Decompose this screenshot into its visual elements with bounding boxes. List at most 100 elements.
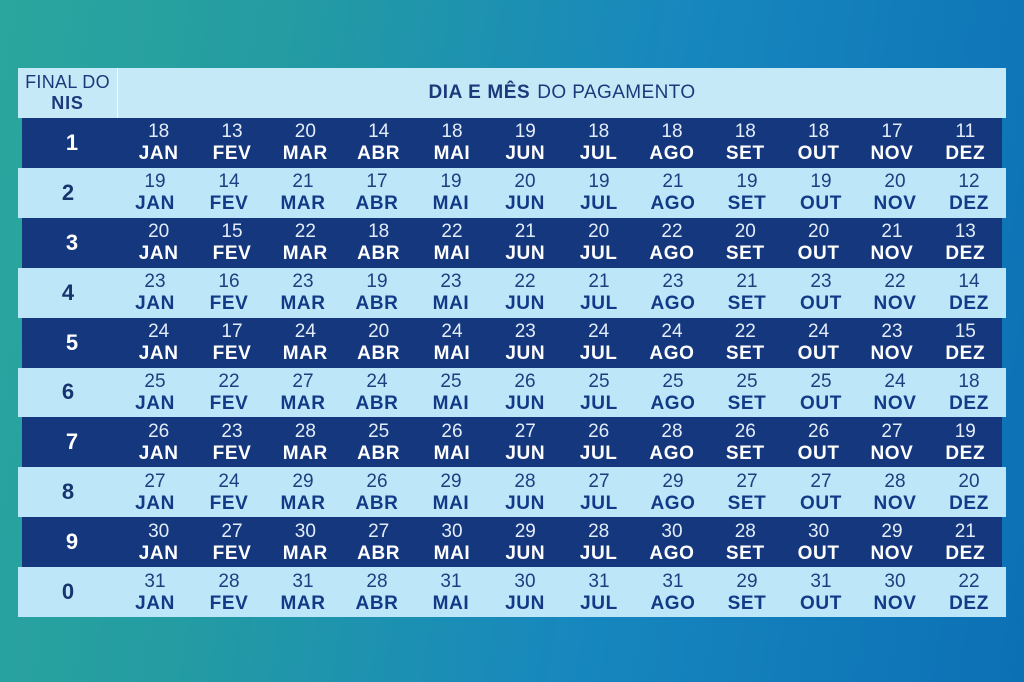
payment-month: MAI — [433, 143, 471, 165]
payment-day: 23 — [662, 271, 684, 293]
nis-final-digit: 5 — [65, 329, 79, 355]
payment-date-cell: 21 JUL — [562, 268, 636, 318]
payment-day: 22 — [958, 570, 980, 592]
payment-date-cell: 24 FEV — [192, 467, 266, 517]
payment-date-cell: 19 JUN — [489, 118, 562, 168]
payment-day: 24 — [661, 321, 683, 343]
payment-day: 23 — [440, 271, 462, 293]
payment-date-cell: 14 ABR — [342, 118, 415, 168]
payment-date-cell: 25 MAI — [414, 368, 488, 418]
payment-date-cell: 13 DEZ — [929, 218, 1002, 268]
payment-day: 28 — [294, 420, 316, 442]
payment-day: 29 — [292, 470, 314, 492]
payment-month: FEV — [209, 293, 249, 315]
payment-day: 18 — [148, 121, 170, 143]
payment-day: 15 — [221, 221, 243, 243]
payment-date-cell: 30 MAR — [269, 517, 342, 567]
payment-month: JAN — [135, 392, 175, 414]
payment-day: 20 — [958, 470, 980, 492]
payment-date-cell: 30 NOV — [858, 567, 932, 617]
payment-month: MAI — [432, 392, 470, 414]
payment-day: 19 — [810, 171, 832, 193]
payment-month: JUL — [579, 243, 618, 265]
payment-date-cell: 18 ABR — [342, 218, 415, 268]
payment-month: SET — [727, 592, 767, 614]
payment-day: 26 — [734, 420, 756, 442]
payment-day: 25 — [810, 370, 832, 392]
payment-month: DEZ — [945, 143, 986, 165]
nis-header-line1: FINAL DO — [25, 72, 110, 92]
payment-month: JAN — [138, 143, 179, 165]
payment-day: 19 — [366, 271, 388, 293]
payment-date-cell: 25 OUT — [784, 368, 858, 418]
payment-day: 19 — [954, 420, 976, 442]
payment-date-cell: 27 JAN — [118, 467, 192, 517]
payment-month: JUL — [580, 193, 618, 215]
payment-date-cell: 22 MAI — [415, 218, 488, 268]
payment-day: 19 — [144, 171, 166, 193]
payment-day: 24 — [884, 370, 906, 392]
payment-day: 21 — [588, 271, 610, 293]
payment-day: 19 — [514, 121, 536, 143]
payment-day: 14 — [218, 171, 240, 193]
payment-day: 21 — [954, 520, 976, 542]
payment-day: 28 — [661, 420, 683, 442]
payment-day: 20 — [734, 221, 756, 243]
payment-date-cell: 24 MAR — [269, 318, 342, 368]
payment-day: 20 — [368, 321, 390, 343]
nis-final-digit: 6 — [61, 379, 75, 405]
payment-month: AGO — [650, 392, 696, 414]
payment-date-cell: 29 NOV — [855, 517, 928, 567]
payment-day: 27 — [368, 520, 390, 542]
payment-day: 12 — [958, 171, 980, 193]
payment-day: 25 — [662, 370, 684, 392]
payment-date-cell: 20 SET — [709, 218, 782, 268]
payment-date-cell: 23 MAR — [266, 268, 340, 318]
payment-date-cell: 15 FEV — [195, 218, 268, 268]
payment-date-cell: 22 SET — [709, 318, 782, 368]
payment-day: 26 — [514, 370, 536, 392]
payment-month: ABR — [357, 542, 401, 564]
payment-day: 22 — [294, 221, 316, 243]
payment-month: OUT — [800, 193, 842, 215]
table-row: 9 30 JAN 27 FEV 30 MAR 27 ABR 30 MAI 29 JUN 28 JUL 30 AG… — [18, 517, 1006, 568]
payment-day: 22 — [218, 370, 240, 392]
payment-date-cell: 25 SET — [710, 368, 784, 418]
payment-month: DEZ — [949, 592, 989, 614]
payment-date-cell: 22 NOV — [858, 268, 932, 318]
payment-day: 28 — [366, 570, 388, 592]
payment-date-cell: 28 SET — [709, 517, 782, 567]
payment-month: MAI — [432, 293, 470, 315]
payment-month: AGO — [650, 293, 696, 315]
payment-month: FEV — [209, 592, 249, 614]
payment-month: DEZ — [945, 243, 986, 265]
payment-month: NOV — [870, 442, 914, 464]
payment-day: 27 — [292, 370, 314, 392]
payment-day: 24 — [148, 321, 170, 343]
payment-date-cell: 18 MAI — [415, 118, 488, 168]
table-title-regular: DO PAGAMENTO — [537, 82, 696, 103]
payment-day: 28 — [588, 520, 610, 542]
payment-month: JUL — [580, 492, 618, 514]
payment-month: JUL — [579, 442, 618, 464]
payment-day: 20 — [148, 221, 170, 243]
payment-date-cell: 29 AGO — [636, 467, 710, 517]
payment-date-cell: 27 JUL — [562, 467, 636, 517]
payment-date-cell: 25 JAN — [118, 368, 192, 418]
payment-month: OUT — [800, 492, 842, 514]
payment-month: SET — [725, 542, 765, 564]
payment-month: OUT — [800, 592, 842, 614]
payment-month: JAN — [135, 592, 175, 614]
table-row: 3 20 JAN 15 FEV 22 MAR 18 ABR 22 MAI 21 JUN 20 JUL 22 AG… — [18, 217, 1006, 268]
payment-month: MAR — [280, 592, 326, 614]
table-row: 2 19 JAN 14 FEV 21 MAR 17 ABR 19 MAI 20 JUN 19 JUL 21 AG… — [18, 167, 1006, 218]
payment-date-cell: 20 OUT — [782, 218, 855, 268]
payment-date-cell: 21 DEZ — [929, 517, 1002, 567]
payment-date-cell: 27 SET — [710, 467, 784, 517]
payment-month: MAI — [432, 592, 470, 614]
payment-day: 18 — [734, 121, 756, 143]
payment-date-cell: 21 AGO — [636, 168, 710, 218]
payment-date-cell: 29 JUN — [489, 517, 562, 567]
payment-day: 14 — [368, 121, 390, 143]
payment-month: DEZ — [945, 343, 986, 365]
